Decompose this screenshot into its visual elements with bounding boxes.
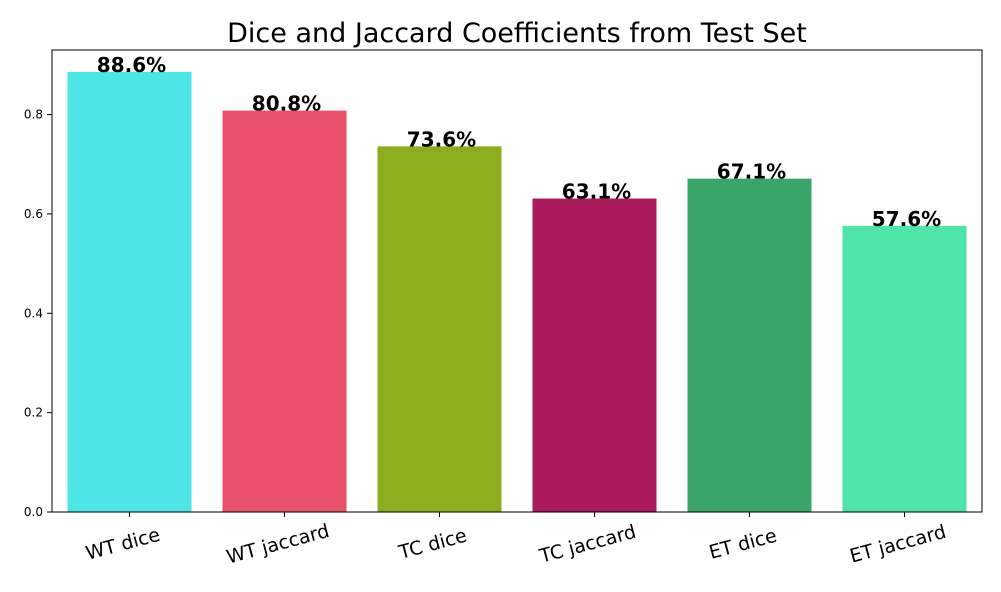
bar-et-dice bbox=[687, 178, 812, 512]
plot-frame bbox=[51, 49, 983, 513]
bar-wt-jaccard bbox=[222, 110, 347, 513]
x-tick-label: TC dice bbox=[396, 525, 470, 564]
x-tick-label: ET jaccard bbox=[847, 521, 948, 568]
y-tick-label: 0.0 bbox=[24, 505, 43, 519]
bar-tc-jaccard bbox=[532, 198, 657, 513]
data-label: 80.8% bbox=[252, 92, 321, 116]
y-tick-label: 0.4 bbox=[24, 306, 43, 320]
data-label: 57.6% bbox=[872, 207, 941, 231]
data-label: 67.1% bbox=[717, 160, 786, 184]
data-label: 63.1% bbox=[562, 180, 631, 204]
plot-area: 0.0 0.2 0.4 0.6 0.8 WT dice WT jaccard TC dice T… bbox=[24, 49, 983, 569]
data-label: 73.6% bbox=[407, 127, 476, 151]
x-tick-label: WT jaccard bbox=[224, 520, 332, 569]
x-tick-label: ET dice bbox=[707, 525, 779, 564]
bar-et-jaccard bbox=[842, 225, 967, 513]
x-tick-label: TC jaccard bbox=[536, 521, 638, 568]
x-tick-label: WT dice bbox=[83, 524, 162, 565]
bar-tc-dice bbox=[377, 146, 502, 512]
y-tick-label: 0.8 bbox=[24, 108, 43, 122]
y-tick-label: 0.2 bbox=[24, 406, 43, 420]
data-label: 88.6% bbox=[97, 53, 166, 77]
bar-wt-dice bbox=[67, 71, 192, 513]
chart-title: Dice and Jaccard Coefficients from Test … bbox=[227, 18, 807, 49]
y-tick-label: 0.6 bbox=[24, 207, 43, 221]
